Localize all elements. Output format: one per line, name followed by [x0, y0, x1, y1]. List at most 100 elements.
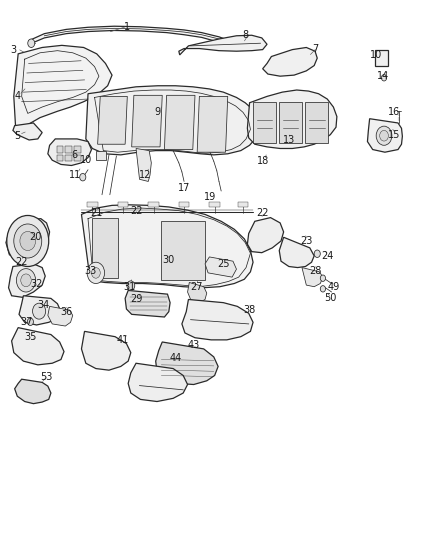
- Text: 25: 25: [217, 259, 230, 269]
- Bar: [238, 201, 248, 207]
- Text: 43: 43: [187, 340, 200, 350]
- Text: 21: 21: [91, 208, 103, 219]
- Polygon shape: [302, 268, 323, 287]
- Polygon shape: [6, 219, 49, 258]
- Circle shape: [16, 269, 35, 292]
- Bar: [209, 201, 220, 207]
- Circle shape: [32, 303, 46, 319]
- Circle shape: [80, 173, 86, 181]
- Polygon shape: [375, 50, 389, 66]
- Text: 20: 20: [29, 232, 42, 243]
- Text: 8: 8: [242, 30, 248, 41]
- Text: 13: 13: [283, 135, 295, 145]
- Polygon shape: [29, 26, 228, 46]
- Polygon shape: [125, 290, 170, 317]
- Polygon shape: [253, 102, 276, 143]
- Polygon shape: [57, 147, 63, 153]
- Text: 4: 4: [14, 91, 20, 101]
- Polygon shape: [19, 296, 61, 325]
- Text: 14: 14: [377, 71, 389, 81]
- Polygon shape: [74, 147, 81, 153]
- Polygon shape: [136, 149, 151, 181]
- Text: 44: 44: [169, 353, 181, 363]
- Polygon shape: [14, 45, 112, 134]
- Polygon shape: [81, 205, 253, 288]
- Text: 17: 17: [178, 183, 190, 193]
- Polygon shape: [98, 96, 127, 144]
- Polygon shape: [14, 379, 51, 403]
- Polygon shape: [305, 102, 328, 143]
- Text: 34: 34: [37, 300, 49, 310]
- Polygon shape: [132, 95, 162, 147]
- Polygon shape: [96, 151, 106, 160]
- Circle shape: [381, 75, 387, 81]
- Polygon shape: [81, 332, 131, 370]
- Text: 3: 3: [11, 45, 17, 54]
- Text: 1: 1: [124, 22, 131, 33]
- Text: 49: 49: [327, 282, 339, 292]
- Text: 37: 37: [21, 317, 33, 327]
- Polygon shape: [161, 221, 205, 280]
- Polygon shape: [9, 264, 45, 297]
- Text: 23: 23: [300, 236, 312, 246]
- Text: 11: 11: [69, 170, 81, 180]
- Polygon shape: [182, 300, 253, 340]
- Polygon shape: [263, 47, 317, 76]
- Polygon shape: [197, 96, 228, 152]
- Text: 50: 50: [324, 293, 336, 303]
- Polygon shape: [92, 217, 118, 278]
- Bar: [87, 201, 98, 207]
- Text: 15: 15: [388, 130, 400, 140]
- Polygon shape: [247, 90, 337, 149]
- Polygon shape: [57, 155, 63, 161]
- Circle shape: [21, 274, 31, 287]
- Circle shape: [87, 262, 105, 284]
- Circle shape: [320, 286, 325, 292]
- Text: 29: 29: [130, 294, 142, 304]
- Text: 41: 41: [117, 335, 129, 345]
- Text: 32: 32: [30, 279, 42, 288]
- Circle shape: [92, 268, 100, 278]
- Text: 10: 10: [370, 50, 382, 60]
- Polygon shape: [367, 119, 403, 152]
- Polygon shape: [48, 139, 92, 165]
- Text: 22: 22: [15, 257, 28, 267]
- Text: 36: 36: [60, 306, 72, 317]
- Text: 10: 10: [80, 155, 92, 165]
- Polygon shape: [12, 328, 64, 365]
- Text: 19: 19: [204, 192, 216, 203]
- Text: 9: 9: [155, 107, 161, 117]
- Circle shape: [314, 250, 320, 257]
- Circle shape: [20, 231, 35, 251]
- Text: 7: 7: [312, 44, 318, 53]
- Bar: [179, 201, 189, 207]
- Text: 18: 18: [257, 156, 269, 166]
- Text: 31: 31: [124, 282, 136, 292]
- Circle shape: [14, 224, 42, 258]
- Text: 5: 5: [14, 131, 21, 141]
- Bar: [118, 201, 128, 207]
- Circle shape: [127, 281, 135, 290]
- Text: 38: 38: [244, 305, 256, 315]
- Circle shape: [376, 126, 392, 146]
- Text: 22: 22: [130, 206, 142, 216]
- Polygon shape: [48, 306, 73, 326]
- Text: 33: 33: [84, 266, 96, 276]
- Polygon shape: [279, 237, 314, 268]
- Text: 12: 12: [138, 170, 151, 180]
- Polygon shape: [164, 95, 195, 150]
- Text: 6: 6: [72, 150, 78, 160]
- Circle shape: [28, 39, 35, 47]
- Polygon shape: [187, 282, 207, 303]
- Text: 35: 35: [24, 332, 36, 342]
- Polygon shape: [205, 257, 237, 277]
- Text: 30: 30: [162, 255, 175, 265]
- Text: 27: 27: [190, 282, 202, 292]
- Polygon shape: [155, 342, 218, 384]
- Polygon shape: [179, 35, 267, 55]
- Circle shape: [27, 318, 33, 326]
- Polygon shape: [128, 364, 187, 401]
- Polygon shape: [65, 147, 72, 153]
- Polygon shape: [65, 155, 72, 161]
- Text: 28: 28: [309, 266, 321, 276]
